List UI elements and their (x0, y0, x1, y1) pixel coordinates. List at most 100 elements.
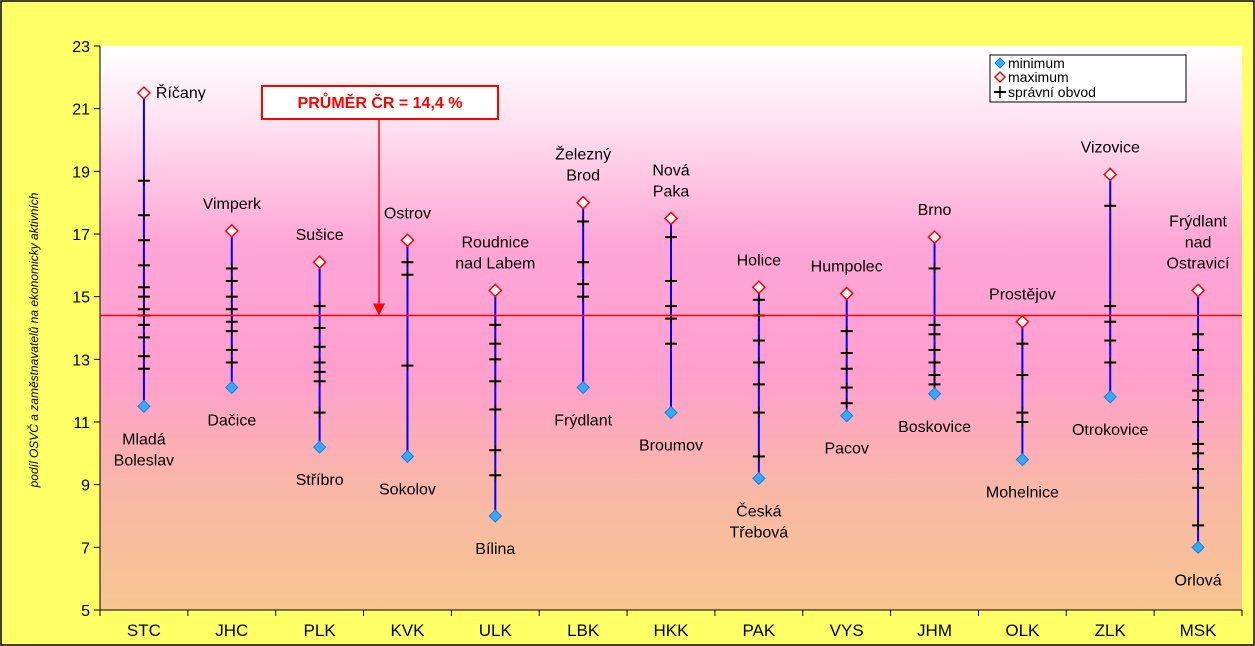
max-label: Vimperk (203, 196, 262, 213)
series-msk (1191, 283, 1206, 555)
x-tick-label: JHM (917, 621, 952, 640)
y-tick-label: 11 (73, 415, 90, 432)
min-label: Boleslav (114, 452, 174, 469)
min-marker (225, 380, 239, 395)
y-tick-label: 23 (72, 39, 90, 56)
min-label: Orlová (1175, 572, 1222, 589)
min-label: Bílina (475, 541, 515, 558)
min-marker (1191, 540, 1205, 555)
y-tick-label: 17 (72, 227, 90, 244)
max-marker (1191, 283, 1206, 298)
x-tick-label: PAK (742, 621, 775, 640)
max-label: Frýdlant (1169, 213, 1227, 230)
y-tick-label: 7 (81, 540, 90, 557)
y-tick-label: 13 (72, 352, 90, 369)
max-label: Ostravicí (1167, 255, 1231, 272)
y-tick-label: 9 (81, 478, 90, 495)
y-tick-label: 21 (72, 102, 90, 119)
max-label: Brno (918, 202, 952, 219)
legend-district-label: správní obvod (1008, 84, 1096, 100)
max-label: Nová (652, 162, 689, 179)
min-marker (1015, 452, 1030, 467)
min-marker (576, 380, 590, 395)
min-marker (927, 387, 942, 401)
x-tick-label: LBK (567, 621, 600, 640)
max-marker (488, 283, 503, 298)
min-marker (312, 440, 327, 454)
series-jhc (224, 223, 239, 395)
legend-min-icon (994, 57, 1006, 69)
series-kvk (400, 233, 415, 464)
x-axis: STC JHC PLK KVK ULK LBK HKK PAK VYS JHM OLK ZLK MSK (99, 609, 1243, 640)
min-label: Třebová (729, 524, 788, 541)
max-label: Brod (566, 168, 600, 185)
series-vys (839, 286, 854, 423)
min-marker (400, 449, 415, 464)
series-lbk (576, 195, 591, 395)
x-tick-label: VYS (830, 621, 864, 640)
y-tick-label: 19 (72, 164, 90, 181)
x-tick-label: ULK (479, 621, 513, 640)
y-tick-label: 15 (72, 290, 90, 307)
y-tick-label: 5 (81, 603, 90, 620)
x-tick-label: PLK (304, 621, 337, 640)
min-marker (752, 471, 766, 486)
legend-min-label: minimum (1008, 55, 1065, 71)
min-marker (839, 409, 854, 423)
max-marker (663, 211, 679, 226)
average-label-box (261, 85, 499, 120)
min-label: Stříbro (296, 472, 344, 489)
min-label: Česká (736, 501, 781, 520)
max-marker (576, 195, 591, 210)
x-tick-label: JHC (215, 621, 248, 640)
max-label: Sušice (296, 227, 344, 244)
x-tick-label: OLK (1005, 621, 1040, 640)
max-label: Paka (653, 183, 690, 200)
max-label: nad Labem (455, 255, 535, 272)
legend-max-icon (993, 70, 1007, 84)
max-label: Roudnice (462, 234, 530, 251)
average-label: PRŮMĚR ČR = 14,4 % (298, 92, 463, 112)
series-olk (1015, 314, 1030, 467)
label-layer: Říčany Mladá Boleslav Vimperk Dačice Sušice St… (114, 83, 1231, 589)
max-marker (136, 85, 151, 101)
min-label: Mohelnice (986, 485, 1059, 502)
x-tick-label: MSK (1180, 621, 1218, 640)
max-label: Vizovice (1081, 139, 1140, 156)
min-label: Mladá (122, 431, 166, 448)
max-label: Železný (555, 145, 611, 164)
max-label: Holice (737, 252, 782, 269)
y-axis: 5 7 9 11 13 15 17 19 21 23 (72, 39, 101, 620)
max-marker (400, 233, 415, 248)
series-pak (751, 280, 766, 486)
max-marker (1103, 167, 1118, 182)
x-tick-label: HKK (654, 621, 690, 640)
min-label: Pacov (824, 441, 868, 458)
min-marker (488, 509, 503, 523)
series-stc (136, 85, 151, 414)
min-label: Frýdlant (554, 413, 612, 430)
min-label: Otrokovice (1072, 422, 1149, 439)
max-label: Humpolec (811, 259, 883, 276)
max-marker (751, 280, 766, 295)
series-plk (312, 255, 327, 454)
average-callout: PRŮMĚR ČR = 14,4 % (261, 85, 499, 316)
x-tick-label: STC (127, 621, 161, 640)
max-marker (927, 230, 942, 245)
min-label: Dačice (207, 413, 256, 430)
x-tick-label: KVK (390, 621, 425, 640)
legend-box (989, 54, 1187, 103)
max-label: nad (1185, 234, 1212, 251)
max-marker (224, 223, 239, 238)
min-label: Broumov (639, 438, 703, 455)
min-marker (137, 399, 151, 414)
min-label: Boskovice (898, 419, 971, 436)
min-label: Sokolov (379, 481, 436, 498)
min-marker (1103, 390, 1117, 404)
series-ulk (488, 283, 503, 523)
max-marker (1015, 314, 1030, 329)
series-jhm (927, 230, 942, 401)
series-zlk (1103, 167, 1118, 404)
